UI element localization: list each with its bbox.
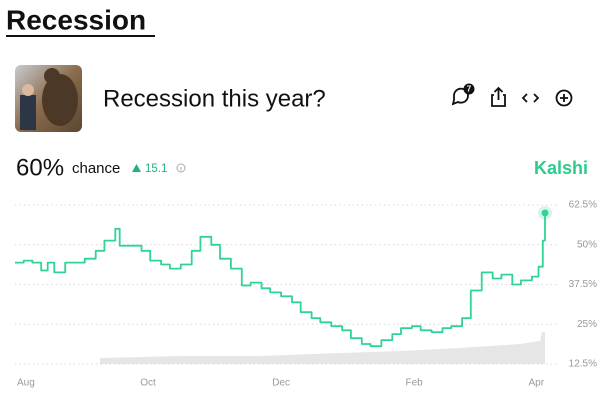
x-tick-label: Dec [272,378,290,389]
share-button[interactable] [491,86,506,107]
series-line [15,213,546,348]
change-arrow [132,164,141,172]
change-value: 15.1 [145,163,167,175]
y-tick-label: 62.5% [569,200,597,211]
chart: 12.5% 25% 37.5% 50% 62.5% Aug Oct Dec Feb Apr [15,200,597,389]
x-tick-label: Apr [528,378,544,389]
x-tick-label: Oct [140,378,156,389]
source-brand: Kalshi [534,158,588,178]
page-title: Recession [6,4,146,35]
last-point [541,209,549,217]
volume-area [100,332,545,364]
comment-button[interactable]: 7 [451,83,475,106]
add-button[interactable] [555,89,573,107]
x-tick-label: Aug [17,378,35,389]
y-tick-label: 50% [577,239,597,250]
y-tick-label: 37.5% [569,279,597,290]
y-tick-label: 12.5% [569,359,597,370]
y-tick-label: 25% [577,319,597,330]
current-probability: 60% [16,154,64,181]
probability-suffix: chance [72,160,120,177]
comment-count: 7 [467,85,472,94]
embed-button[interactable] [521,93,540,103]
market-image [15,65,82,132]
market-question: Recession this year? [103,85,326,112]
x-tick-label: Feb [406,378,424,389]
info-icon[interactable] [176,163,186,173]
